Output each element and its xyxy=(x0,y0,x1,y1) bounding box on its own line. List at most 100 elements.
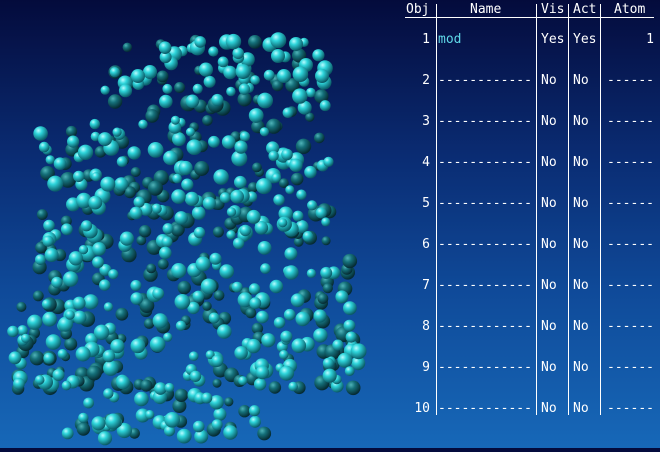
atom-sphere xyxy=(43,219,55,232)
row-name-name[interactable]: ------------ xyxy=(438,196,532,211)
atom-sphere xyxy=(259,127,269,137)
row-vis-vis[interactable]: No xyxy=(541,196,557,211)
row-name-name[interactable]: ------------ xyxy=(438,278,532,293)
row-act-act[interactable]: No xyxy=(573,319,589,334)
atom-sphere xyxy=(271,173,282,183)
row-act-act[interactable]: No xyxy=(573,360,589,375)
atom-sphere xyxy=(80,220,93,232)
row-name-name[interactable]: ------------ xyxy=(438,401,532,416)
row-name-name[interactable]: ------------ xyxy=(438,73,532,88)
atom-sphere xyxy=(279,350,289,360)
atom-sphere xyxy=(193,226,206,239)
row-act-act[interactable]: No xyxy=(573,237,589,252)
atom-sphere xyxy=(314,89,329,104)
atom-sphere xyxy=(315,69,329,83)
atom-sphere xyxy=(246,338,261,354)
atom-sphere xyxy=(249,415,261,428)
row-act-act[interactable]: No xyxy=(573,155,589,170)
row-vis-vis[interactable]: No xyxy=(541,237,557,252)
atom-sphere xyxy=(156,70,169,83)
atom-sphere xyxy=(35,254,46,265)
atom-sphere xyxy=(234,175,247,189)
atom-sphere xyxy=(295,220,309,234)
atom-sphere xyxy=(116,375,130,390)
row-name-name[interactable]: ------------ xyxy=(438,237,532,252)
atom-sphere xyxy=(188,351,199,362)
row-name-name[interactable]: ------------ xyxy=(438,114,532,129)
atom-sphere xyxy=(105,413,122,430)
atom-sphere xyxy=(261,333,276,348)
atom-sphere xyxy=(42,235,54,247)
atom-sphere xyxy=(83,294,99,310)
atom-sphere xyxy=(305,87,316,98)
row-vis-vis[interactable]: No xyxy=(541,319,557,334)
object-list-panel: Obj Name Vis Act Atom 1 mod Yes Yes 1 2 ------… xyxy=(400,0,660,448)
atom-sphere xyxy=(147,180,163,196)
atom-sphere xyxy=(288,381,299,392)
row-vis-vis[interactable]: Yes xyxy=(541,32,565,47)
atom-sphere xyxy=(237,292,253,308)
row-obj-obj: 1 xyxy=(422,32,430,47)
atom-sphere xyxy=(248,108,264,123)
atom-sphere xyxy=(269,279,284,294)
row-name-name[interactable]: mod xyxy=(438,32,462,47)
row-act-act[interactable]: No xyxy=(573,278,589,293)
atom-sphere xyxy=(154,382,167,395)
atom-sphere xyxy=(41,299,52,310)
atom-sphere xyxy=(205,350,215,360)
atom-sphere xyxy=(319,100,331,112)
row-name-name[interactable]: ------------ xyxy=(438,319,532,334)
atom-sphere xyxy=(52,369,65,381)
row-act-act[interactable]: No xyxy=(573,73,589,88)
row-obj-obj: 9 xyxy=(422,360,430,375)
atom-sphere xyxy=(76,192,92,209)
atom-sphere xyxy=(209,395,224,410)
atom-sphere xyxy=(257,241,272,255)
row-vis-vis[interactable]: No xyxy=(541,114,557,129)
atom-sphere xyxy=(285,185,295,195)
atom-sphere xyxy=(33,126,48,141)
atom-sphere xyxy=(178,160,193,176)
atom-sphere xyxy=(292,210,304,222)
atom-sphere xyxy=(289,158,303,172)
row-vis-vis[interactable]: No xyxy=(541,73,557,88)
atom-sphere xyxy=(78,412,89,424)
atom-sphere xyxy=(130,280,142,291)
atom-sphere xyxy=(213,407,227,421)
row-obj-obj: 5 xyxy=(422,196,430,211)
atom-sphere xyxy=(247,182,259,193)
row-vis-vis[interactable]: No xyxy=(541,278,557,293)
row-vis-vis[interactable]: No xyxy=(541,155,557,170)
row-act-act[interactable]: No xyxy=(573,401,589,416)
atom-sphere xyxy=(60,172,76,188)
row-vis-vis[interactable]: No xyxy=(541,401,557,416)
row-name-name[interactable]: ------------ xyxy=(438,155,532,170)
atom-sphere xyxy=(351,356,366,371)
atom-sphere xyxy=(317,293,329,304)
atom-sphere xyxy=(159,246,172,260)
atom-sphere xyxy=(225,33,242,50)
atom-sphere xyxy=(226,230,236,240)
atom-sphere xyxy=(174,294,191,310)
header-vis: Vis xyxy=(541,2,565,17)
row-act-act[interactable]: No xyxy=(573,114,589,129)
row-act-act[interactable]: Yes xyxy=(573,32,597,47)
atom-sphere xyxy=(140,379,153,392)
row-vis-vis[interactable]: No xyxy=(541,360,557,375)
atom-sphere xyxy=(307,200,318,211)
atom-sphere xyxy=(246,209,261,224)
row-name-name[interactable]: ------------ xyxy=(438,360,532,375)
atom-sphere xyxy=(103,302,113,312)
row-act-act[interactable]: No xyxy=(573,196,589,211)
molecule-viewport[interactable] xyxy=(0,0,400,448)
atom-sphere xyxy=(133,196,145,208)
atom-sphere xyxy=(195,256,211,272)
header-atom: Atom xyxy=(614,2,646,17)
atom-sphere xyxy=(29,350,45,366)
atom-sphere xyxy=(99,279,111,291)
atom-sphere xyxy=(232,47,244,60)
molecule-render[interactable] xyxy=(0,0,400,448)
atom-sphere xyxy=(350,343,367,360)
atom-sphere xyxy=(42,311,57,327)
atom-sphere xyxy=(290,172,304,186)
